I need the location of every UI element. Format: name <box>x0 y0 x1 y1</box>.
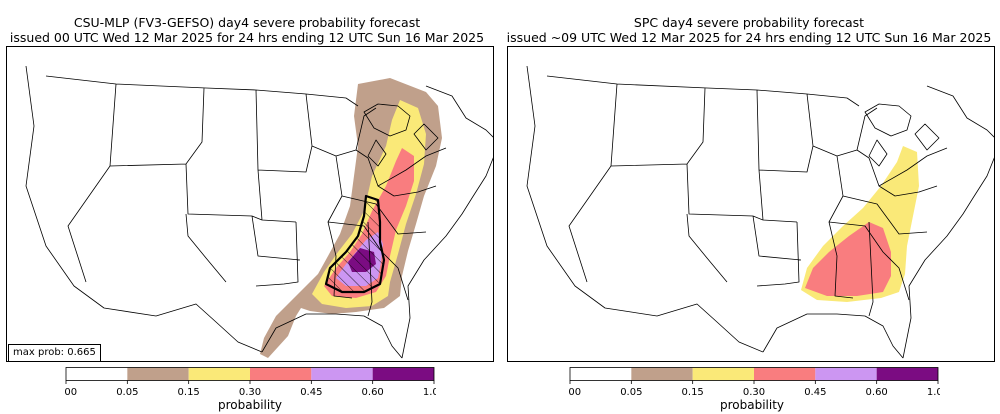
right-panel-title: SPC day4 severe probability forecast iss… <box>502 15 996 45</box>
colorbar-swatch <box>876 367 938 381</box>
colorbar-swatch <box>631 367 693 381</box>
colorbar-swatch <box>188 367 250 381</box>
colorbar-swatch <box>372 367 434 381</box>
significant-severe-hatch <box>324 194 386 294</box>
left-map-frame <box>6 46 494 362</box>
colorbar-swatch <box>570 367 632 381</box>
right-colorbar-label: probability <box>719 398 785 412</box>
right-title-line1: SPC day4 severe probability forecast <box>633 15 865 30</box>
colorbar-swatch <box>66 367 128 381</box>
colorbar-tick-label: 0.05 <box>620 387 642 398</box>
colorbar-swatch <box>311 367 373 381</box>
left-title-line1: CSU-MLP (FV3-GEFSO) day4 severe probabil… <box>73 15 421 30</box>
left-colorbar-label: probability <box>217 398 283 412</box>
right-colorbar: 0.00 0.05 0.15 0.30 0.45 0.60 1.00 <box>568 367 940 398</box>
right-map-frame <box>507 46 995 362</box>
colorbar-tick-label: 0.45 <box>804 387 826 398</box>
colorbar-tick-label: 0.15 <box>682 387 704 398</box>
csu-mlp-probability-map <box>6 46 494 362</box>
colorbar-tick-label: 0.30 <box>743 387 765 398</box>
spc-probability-map <box>507 46 995 362</box>
right-title-line2: issued ~09 UTC Wed 12 Mar 2025 for 24 hr… <box>506 30 992 45</box>
colorbar-tick-label: 0.00 <box>568 387 581 398</box>
colorbar-tick-label: 0.60 <box>362 387 384 398</box>
colorbar-tick-label: 1.00 <box>927 387 940 398</box>
spc-state-borders <box>526 65 995 359</box>
colorbar-tick-label: 0.30 <box>239 387 261 398</box>
colorbar-tick-label: 0.00 <box>64 387 77 398</box>
colorbar-swatch <box>754 367 816 381</box>
colorbar-swatch <box>127 367 189 381</box>
max-prob-annotation: max prob: 0.665 <box>8 344 101 362</box>
left-title-line2: issued 00 UTC Wed 12 Mar 2025 for 24 hrs… <box>9 30 485 45</box>
colorbar-swatch <box>250 367 312 381</box>
spc-prob-area-30 <box>805 222 891 296</box>
state-borders <box>25 65 494 359</box>
colorbar-tick-label: 0.05 <box>116 387 138 398</box>
colorbar-tick-label: 0.15 <box>178 387 200 398</box>
colorbar-tick-label: 0.45 <box>300 387 322 398</box>
colorbar-swatch <box>692 367 754 381</box>
colorbar-tick-label: 1.00 <box>423 387 436 398</box>
left-colorbar: 0.00 0.05 0.15 0.30 0.45 0.60 1.00 <box>64 367 436 398</box>
colorbar-tick-label: 0.60 <box>866 387 888 398</box>
colorbar-swatch <box>815 367 877 381</box>
left-panel-title: CSU-MLP (FV3-GEFSO) day4 severe probabil… <box>0 15 494 45</box>
